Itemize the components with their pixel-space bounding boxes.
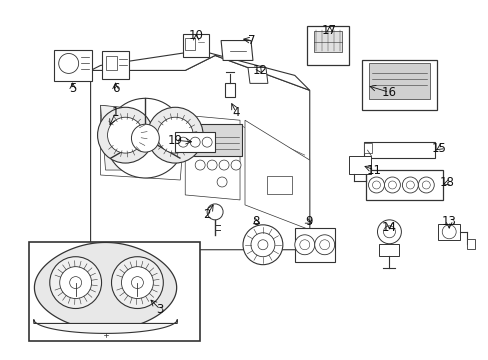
Circle shape bbox=[441, 225, 455, 239]
Circle shape bbox=[147, 107, 203, 163]
Text: 17: 17 bbox=[322, 24, 337, 37]
Circle shape bbox=[299, 240, 309, 250]
Polygon shape bbox=[221, 41, 252, 60]
Bar bbox=[466, 239, 474, 249]
Text: 1: 1 bbox=[112, 106, 119, 119]
Bar bbox=[224, 84, 235, 97]
Circle shape bbox=[69, 276, 81, 289]
Circle shape bbox=[157, 117, 193, 153]
Bar bbox=[437, 224, 459, 240]
Circle shape bbox=[105, 98, 185, 178]
Bar bbox=[368, 63, 429, 99]
Circle shape bbox=[368, 177, 384, 193]
Bar bbox=[363, 142, 434, 158]
Circle shape bbox=[384, 177, 400, 193]
Bar bbox=[105, 57, 117, 71]
Text: 14: 14 bbox=[381, 221, 396, 234]
Circle shape bbox=[387, 181, 396, 189]
Circle shape bbox=[190, 137, 200, 147]
Bar bbox=[365, 170, 442, 200]
Polygon shape bbox=[247, 67, 267, 84]
Polygon shape bbox=[101, 105, 160, 170]
Circle shape bbox=[372, 181, 380, 189]
Bar bbox=[185, 37, 195, 50]
Circle shape bbox=[195, 160, 205, 170]
Circle shape bbox=[59, 54, 79, 73]
Circle shape bbox=[207, 160, 217, 170]
Circle shape bbox=[121, 267, 153, 298]
Bar bbox=[102, 51, 129, 80]
Circle shape bbox=[50, 257, 102, 309]
Text: 9: 9 bbox=[305, 215, 312, 228]
Polygon shape bbox=[90, 55, 309, 250]
Bar bbox=[348, 156, 370, 174]
Bar bbox=[361, 60, 436, 110]
Text: 16: 16 bbox=[381, 86, 396, 99]
Circle shape bbox=[207, 204, 223, 220]
Circle shape bbox=[107, 117, 143, 153]
Circle shape bbox=[243, 225, 282, 265]
Circle shape bbox=[377, 220, 401, 244]
Text: 19: 19 bbox=[167, 134, 183, 147]
Circle shape bbox=[383, 226, 395, 238]
Polygon shape bbox=[34, 319, 177, 333]
Bar bbox=[183, 33, 209, 58]
Circle shape bbox=[294, 235, 314, 255]
Text: 3: 3 bbox=[156, 303, 163, 316]
Polygon shape bbox=[34, 242, 176, 330]
Text: 11: 11 bbox=[366, 163, 381, 176]
Circle shape bbox=[402, 177, 417, 193]
Polygon shape bbox=[185, 115, 240, 200]
Circle shape bbox=[217, 177, 226, 187]
Circle shape bbox=[178, 137, 188, 147]
Bar bbox=[194, 124, 242, 156]
Bar bbox=[363, 143, 371, 153]
Circle shape bbox=[319, 240, 329, 250]
Text: 7: 7 bbox=[248, 34, 255, 47]
Text: 12: 12 bbox=[252, 64, 267, 77]
Text: 5: 5 bbox=[69, 82, 76, 95]
Circle shape bbox=[417, 177, 433, 193]
Text: 4: 4 bbox=[232, 106, 239, 119]
Circle shape bbox=[98, 107, 153, 163]
Text: 13: 13 bbox=[441, 215, 456, 228]
Circle shape bbox=[406, 181, 413, 189]
Polygon shape bbox=[244, 120, 309, 230]
Bar bbox=[54, 50, 91, 81]
Bar bbox=[175, 132, 215, 152]
Circle shape bbox=[258, 240, 267, 250]
Text: 15: 15 bbox=[431, 141, 446, 155]
Polygon shape bbox=[90, 50, 309, 90]
Text: 8: 8 bbox=[252, 215, 259, 228]
Circle shape bbox=[422, 181, 429, 189]
Circle shape bbox=[314, 235, 334, 255]
Text: 6: 6 bbox=[112, 82, 119, 95]
Bar bbox=[306, 26, 348, 66]
Text: 2: 2 bbox=[203, 208, 210, 221]
Circle shape bbox=[202, 137, 212, 147]
Circle shape bbox=[219, 160, 228, 170]
Bar bbox=[313, 31, 341, 53]
Circle shape bbox=[250, 233, 274, 257]
Circle shape bbox=[230, 160, 241, 170]
Circle shape bbox=[131, 276, 143, 289]
Text: 10: 10 bbox=[188, 29, 203, 42]
Text: 18: 18 bbox=[439, 176, 454, 189]
Bar bbox=[267, 176, 292, 194]
Bar bbox=[29, 242, 200, 341]
Circle shape bbox=[60, 267, 91, 298]
Circle shape bbox=[111, 257, 163, 309]
Bar bbox=[379, 244, 399, 256]
Circle shape bbox=[131, 124, 159, 152]
Bar bbox=[294, 228, 334, 262]
Polygon shape bbox=[101, 105, 185, 180]
